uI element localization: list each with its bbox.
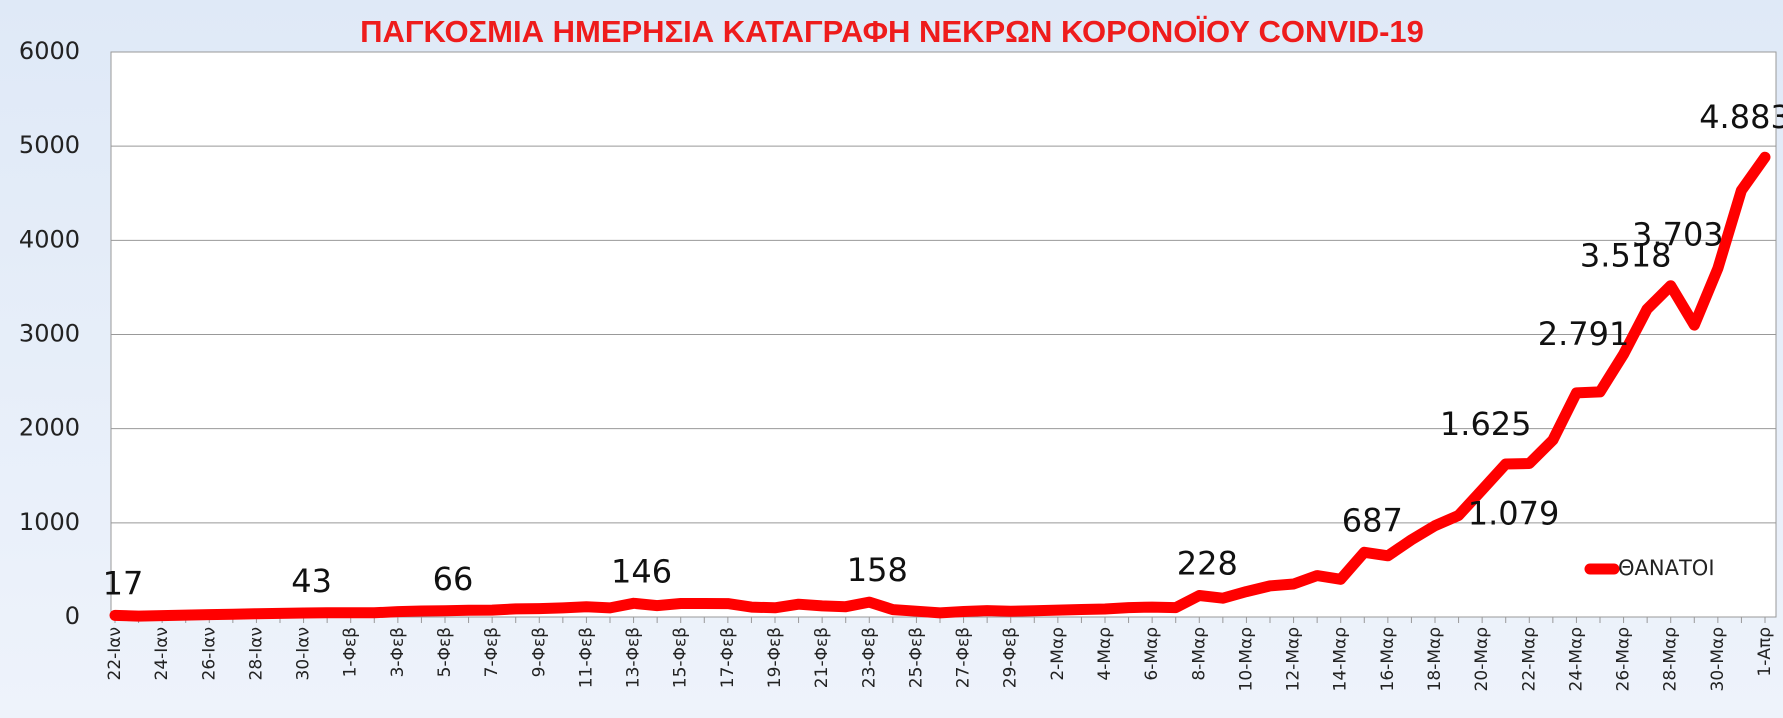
- x-tick-label: 13-Φεβ: [624, 627, 644, 688]
- data-label: 4.883: [1699, 98, 1783, 136]
- x-tick-label: 27-Φεβ: [954, 627, 974, 688]
- x-tick-label: 19-Φεβ: [765, 627, 785, 688]
- x-tick-label: 15-Φεβ: [671, 627, 691, 688]
- x-tick-label: 20-Μαρ: [1472, 627, 1492, 691]
- x-tick-label: 16-Μαρ: [1378, 627, 1398, 691]
- x-tick-label: 10-Μαρ: [1236, 627, 1256, 691]
- x-tick-label: 21-Φεβ: [812, 627, 832, 688]
- x-tick-label: 7-Φεβ: [482, 627, 502, 677]
- data-label: 1.625: [1440, 405, 1532, 443]
- x-tick-label: 17-Φεβ: [718, 627, 738, 688]
- legend-label: ΘΑΝΑΤΟΙ: [1618, 556, 1715, 580]
- data-label: 228: [1177, 545, 1238, 583]
- x-tick-label: 4-Μαρ: [1095, 627, 1115, 681]
- x-tick-label: 1-Απρ: [1755, 627, 1775, 677]
- x-tick-label: 25-Φεβ: [906, 627, 926, 688]
- data-label: 3.518: [1580, 237, 1672, 275]
- data-label: 3.703: [1632, 215, 1724, 253]
- x-tick-label: 8-Μαρ: [1189, 627, 1209, 681]
- data-label: 1.079: [1468, 494, 1560, 532]
- data-label: 158: [847, 551, 908, 589]
- data-label: 66: [433, 560, 474, 598]
- x-tick-label: 29-Φεβ: [1001, 627, 1021, 688]
- x-tick-label: 22-Ιαν: [105, 627, 125, 680]
- x-tick-label: 28-Ιαν: [246, 627, 266, 680]
- x-tick-label: 5-Φεβ: [435, 627, 455, 677]
- x-tick-label: 26-Ιαν: [199, 627, 219, 680]
- y-tick-label: 0: [65, 602, 80, 630]
- series-line: [109, 151, 1771, 622]
- data-label: 43: [291, 562, 332, 600]
- y-tick-label: 5000: [19, 131, 80, 159]
- y-tick-label: 3000: [19, 320, 80, 348]
- y-tick-label: 1000: [19, 508, 80, 536]
- data-label: 687: [1342, 501, 1403, 539]
- x-tick-label: 24-Μαρ: [1566, 627, 1586, 691]
- data-label: 146: [611, 552, 672, 590]
- x-tick-label: 23-Φεβ: [859, 627, 879, 688]
- x-tick-label: 18-Μαρ: [1425, 627, 1445, 691]
- x-tick-label: 9-Φεβ: [529, 627, 549, 677]
- x-tick-label: 28-Μαρ: [1661, 627, 1681, 691]
- data-label: 2.791: [1538, 315, 1630, 353]
- x-tick-label: 22-Μαρ: [1519, 627, 1539, 691]
- x-tick-label: 1-Φεβ: [341, 627, 361, 677]
- data-label: 17: [103, 564, 144, 602]
- y-tick-label: 2000: [19, 414, 80, 442]
- x-tick-label: 2-Μαρ: [1048, 627, 1068, 681]
- x-tick-label: 30-Ιαν: [294, 627, 314, 680]
- x-tick-label: 6-Μαρ: [1142, 627, 1162, 681]
- x-tick-label: 3-Φεβ: [388, 627, 408, 677]
- x-tick-label: 12-Μαρ: [1284, 627, 1304, 691]
- x-tick-label: 30-Μαρ: [1708, 627, 1728, 691]
- x-tick-label: 26-Μαρ: [1614, 627, 1634, 691]
- x-tick-label: 14-Μαρ: [1331, 627, 1351, 691]
- x-tick-label: 11-Φεβ: [576, 627, 596, 688]
- x-tick-label: 24-Ιαν: [152, 627, 172, 680]
- y-tick-label: 4000: [19, 225, 80, 253]
- chart-title: ΠΑΓΚΟΣΜΙΑ ΗΜΕΡΗΣΙΑ ΚΑΤΑΓΡΑΦΗ ΝΕΚΡΩΝ ΚΟΡΟ…: [360, 14, 1424, 49]
- y-tick-label: 6000: [19, 37, 80, 65]
